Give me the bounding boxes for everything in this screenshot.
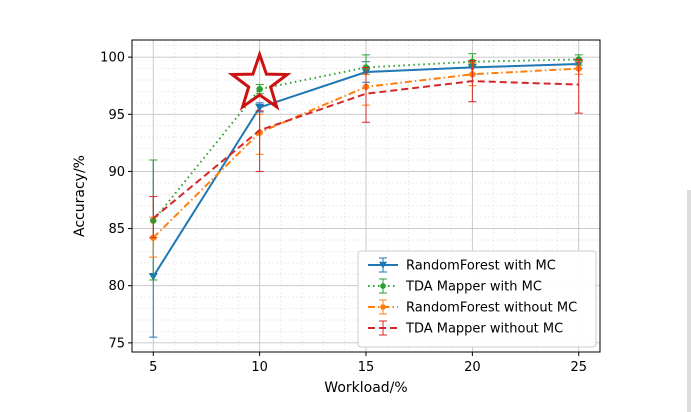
y-tick-label: 75 [108, 336, 125, 351]
data-point [380, 283, 386, 289]
y-tick-label: 85 [108, 222, 125, 237]
annotations [227, 49, 292, 111]
data-point [379, 261, 387, 269]
axes: 5 10 15 20 25 75 80 85 90 95 100 [100, 51, 587, 375]
data-point [256, 85, 263, 93]
x-tick-label: 20 [464, 360, 481, 375]
y-axis-label: Accuracy/% [72, 155, 88, 237]
legend-label: TDA Mapper with MC [405, 280, 542, 295]
legend-label: TDA Mapper without MC [405, 322, 563, 337]
x-tick-label: 10 [251, 360, 268, 375]
x-tick-label: 25 [570, 360, 587, 375]
legend: RandomForest with MC TDA Mapper with MC Ra… [357, 250, 597, 348]
data-point [255, 103, 265, 112]
y-tick-label: 80 [108, 279, 125, 294]
y-tick-label: 100 [100, 51, 125, 66]
x-axis-label: Workload/% [324, 380, 407, 396]
x-tick-label: 5 [149, 360, 157, 375]
data-point [380, 304, 386, 310]
legend-label: RandomForest without MC [406, 301, 577, 316]
y-tick-label: 90 [108, 165, 125, 180]
series-line [152, 80, 579, 220]
legend-item-0: RandomForest with MC [368, 257, 556, 274]
edge-strip [687, 190, 691, 412]
plot-series [148, 53, 584, 338]
legend-item-1: TDA Mapper with MC [368, 278, 542, 295]
star-annotation [227, 49, 292, 111]
x-tick-label: 15 [358, 360, 375, 375]
y-tick-label: 95 [108, 108, 125, 123]
series-3 [149, 58, 583, 239]
legend-item-3: TDA Mapper without MC [368, 320, 563, 337]
legend-label: RandomForest with MC [406, 259, 556, 274]
legend-item-2: RandomForest without MC [368, 299, 577, 316]
legend-box [357, 250, 597, 348]
